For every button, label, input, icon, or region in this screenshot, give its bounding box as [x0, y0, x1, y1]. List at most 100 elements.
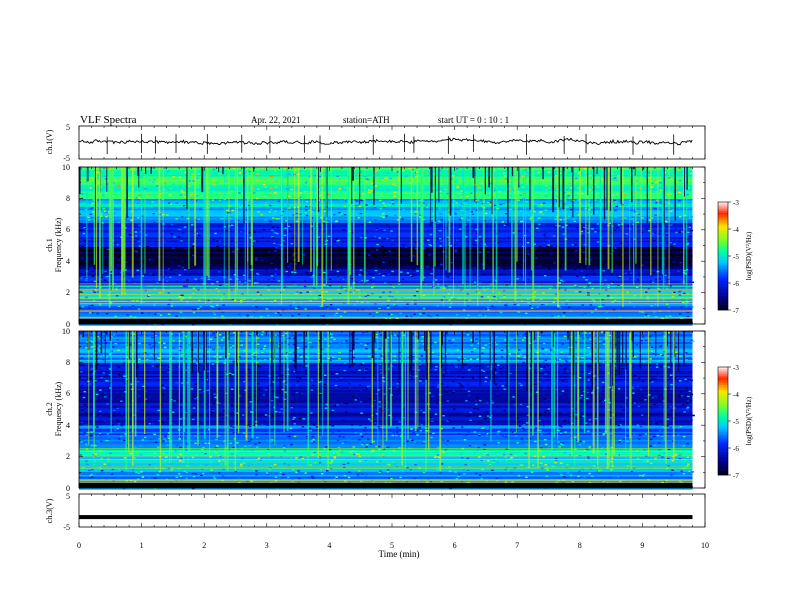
- spectrogram-cell: [474, 375, 478, 377]
- spectrogram-cell: [538, 217, 541, 219]
- spectrogram-cell: [428, 254, 431, 256]
- spectrogram-cell: [294, 252, 298, 255]
- spectrogram-cell: [439, 169, 442, 172]
- spectrogram-cell: [581, 304, 584, 306]
- spectrogram-cell: [301, 265, 305, 267]
- spectrogram-cell: [167, 456, 171, 458]
- spectrogram-cell: [510, 456, 514, 459]
- spectrogram-cell: [583, 167, 587, 170]
- spectrogram-cell: [83, 239, 87, 242]
- spectrogram-cell: [641, 311, 645, 313]
- spectrogram-cell: [577, 475, 580, 478]
- spectrogram-cell: [309, 429, 312, 432]
- spectrogram-cell: [228, 373, 232, 376]
- spectrogram-cell: [436, 314, 439, 316]
- spectrogram-cell: [460, 184, 463, 187]
- spectrogram-cell: [560, 198, 563, 201]
- spectrogram-cell: [458, 218, 461, 221]
- spectrogram-cell: [673, 243, 676, 245]
- spectrogram-cell: [629, 251, 632, 254]
- spectrogram-cell: [207, 299, 210, 302]
- spectrogram-cell: [418, 467, 421, 469]
- spectrogram-cell: [118, 374, 121, 376]
- spectrogram-cell: [558, 172, 562, 174]
- spectrogram-cell: [413, 313, 416, 316]
- spectrogram-cell: [636, 294, 639, 296]
- spectrogram-cell: [473, 331, 477, 333]
- spectrogram-sferic: [640, 167, 642, 299]
- spectrogram-sferic: [643, 167, 645, 170]
- spectrogram-cell: [337, 190, 340, 192]
- spectrogram-sferic: [131, 167, 134, 278]
- spectrogram-cell: [671, 469, 674, 471]
- spectrogram-row: [79, 181, 693, 184]
- spectrogram-cell: [403, 404, 406, 406]
- spectrogram-cell: [682, 292, 686, 295]
- spectrogram-row: [79, 415, 693, 418]
- spectrogram-cell: [299, 190, 302, 192]
- spectrogram-cell: [283, 380, 286, 382]
- spectrogram-cell: [368, 254, 371, 256]
- spectrogram-cell: [518, 349, 521, 351]
- spectrogram-cell: [589, 259, 592, 261]
- spectrogram-cell: [411, 169, 414, 171]
- spectrogram-cell: [205, 407, 208, 409]
- spectrogram-cell: [248, 396, 251, 398]
- spectrogram-cell: [505, 459, 508, 461]
- spectrogram-cell: [221, 418, 224, 420]
- spectrogram-cell: [561, 453, 565, 456]
- spectrogram-cell: [674, 346, 677, 348]
- spectrogram-cell: [508, 353, 511, 355]
- spectrogram-cell: [547, 240, 551, 242]
- spectrogram-cell: [533, 295, 536, 298]
- spectrogram-cell: [588, 353, 592, 355]
- spectrogram-cell: [489, 426, 492, 428]
- spectrogram-cell: [486, 264, 489, 267]
- spectrogram-cell: [404, 175, 408, 177]
- spectrogram-cell: [218, 402, 221, 404]
- spectrogram-cell: [329, 462, 333, 464]
- spectrogram-cell: [96, 312, 99, 315]
- spectrogram-cell: [459, 206, 462, 208]
- spectrogram-cell: [503, 339, 507, 341]
- spectrogram-cell: [259, 395, 262, 397]
- spectrogram-cell: [209, 301, 212, 304]
- spectrogram-cell: [587, 232, 590, 234]
- spectrogram-cell: [438, 207, 441, 209]
- spectrogram-cell: [364, 269, 368, 272]
- spectrogram-sferic: [596, 167, 598, 175]
- spectrogram-cell: [576, 211, 579, 213]
- spectrogram-cell: [385, 224, 389, 226]
- spectrogram-cell: [446, 263, 450, 265]
- spectrogram-cell: [587, 456, 590, 458]
- spectrogram-cell: [96, 425, 99, 427]
- spectrogram-cell: [412, 268, 415, 270]
- spectrogram-cell: [430, 252, 433, 255]
- spectrogram-cell: [293, 435, 297, 438]
- spectrogram-cell: [318, 401, 322, 403]
- spectrogram-cell: [330, 367, 333, 369]
- spectrogram-cell: [256, 291, 260, 293]
- spectrogram-cell: [467, 217, 471, 219]
- spectrogram-cell: [553, 285, 556, 288]
- spectrogram-cell: [425, 172, 429, 174]
- spectrogram-cell: [284, 354, 288, 357]
- spectrogram-sferic: [683, 167, 685, 285]
- spectrogram-cell: [643, 423, 646, 425]
- spectrogram-cell: [141, 312, 144, 314]
- spectrogram-cell: [642, 474, 646, 476]
- spectrogram-cell: [670, 259, 673, 261]
- spectrogram-cell: [322, 291, 326, 293]
- spectrogram-cell: [482, 367, 485, 369]
- spectrogram-cell: [618, 439, 622, 442]
- spectrogram-cell: [465, 482, 468, 484]
- spectrogram-cell: [366, 178, 370, 181]
- spectrogram-cell: [610, 232, 613, 234]
- spectrogram-cell: [453, 211, 457, 214]
- spectrogram-cell: [635, 286, 639, 288]
- spectrogram-sferic: [398, 167, 400, 282]
- spectrogram-cell: [649, 444, 652, 446]
- spectrogram-cell: [367, 438, 370, 441]
- spectrogram-cell: [291, 315, 294, 317]
- spectrogram-cell: [230, 190, 234, 192]
